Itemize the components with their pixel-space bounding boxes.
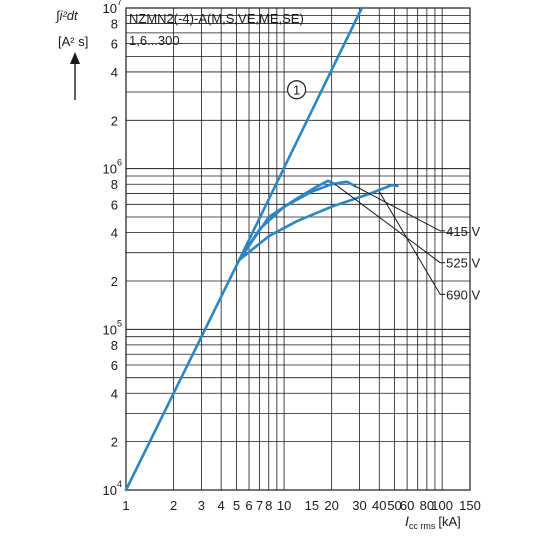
y-tick-exponent: 7 (117, 0, 122, 7)
x-axis-label: Icc rms [kA] (405, 513, 461, 531)
voltage-leader-line (334, 183, 446, 264)
series-curve-1 (124, 6, 364, 492)
voltage-label: 690 V (446, 287, 480, 302)
y-tick-mantissa: 10 (103, 483, 117, 498)
x-tick-label: 8 (265, 498, 272, 513)
y-tick-label: 8 (111, 338, 118, 353)
voltage-leader-line (378, 191, 446, 295)
y-tick-mantissa: 4 (111, 226, 118, 241)
voltage-label: 415 V (446, 224, 480, 239)
y-tick-mantissa: 2 (111, 435, 118, 450)
x-tick-label: 50 (387, 498, 401, 513)
y-tick-mantissa: 8 (111, 17, 118, 32)
y-tick-label: 6 (111, 358, 118, 373)
y-tick-mantissa: 10 (103, 1, 117, 16)
x-tick-label: 15 (305, 498, 319, 513)
y-tick-mantissa: 6 (111, 37, 118, 52)
voltage-leader-line (354, 185, 446, 232)
curve-marker-circle (286, 80, 307, 100)
y-tick-label: 4 (111, 386, 118, 401)
chart-annotations: 1 415 V 525 V 690 V (286, 80, 480, 302)
y-tick-label: 105 (103, 318, 122, 337)
x-axis-label-sub: cc rms (409, 521, 436, 531)
y-tick-exponent: 6 (117, 158, 122, 168)
y-tick-mantissa: 10 (103, 162, 117, 177)
y-tick-mantissa: 8 (111, 338, 118, 353)
voltage-label: 525 V (446, 256, 480, 271)
y-tick-mantissa: 6 (111, 197, 118, 212)
x-axis-label-unit: [kA] (438, 514, 460, 529)
y-tick-label: 6 (111, 197, 118, 212)
y-tick-label: 8 (111, 17, 118, 32)
y-tick-label: 107 (103, 0, 122, 16)
x-tick-label: 3 (198, 498, 205, 513)
x-tick-label: 20 (324, 498, 338, 513)
x-tick-label: 10 (277, 498, 291, 513)
y-tick-mantissa: 4 (111, 386, 118, 401)
y-tick-label: 4 (111, 226, 118, 241)
x-tick-label: 100 (431, 498, 453, 513)
x-tick-label: 7 (256, 498, 263, 513)
y-tick-mantissa: 4 (111, 65, 118, 80)
y-tick-mantissa: 10 (103, 322, 117, 337)
chart-title-line1: NZMN2(-4)-A(M,S,VE,ME,SE) (129, 11, 304, 26)
y-tick-mantissa: 2 (111, 113, 118, 128)
y-tick-label: 8 (111, 177, 118, 192)
x-tick-label: 6 (245, 498, 252, 513)
y-tick-label: 2 (111, 113, 118, 128)
chart-grid (125, 7, 471, 491)
y-tick-mantissa: 2 (111, 274, 118, 289)
y-tick-label: 104 (103, 479, 122, 498)
x-tick-label: 150 (459, 498, 481, 513)
x-tick-label: 5 (233, 498, 240, 513)
series-curve-690-v (237, 183, 399, 262)
y-axis-label: ∫i²dt (55, 8, 79, 23)
x-tick-label: 1 (122, 498, 129, 513)
chart-series (124, 6, 399, 492)
x-tick-label: 30 (352, 498, 366, 513)
y-tick-label: 6 (111, 37, 118, 52)
y-axis-unit: [A² s] (58, 34, 88, 49)
y-tick-label: 106 (103, 158, 122, 177)
x-tick-label: 80 (420, 498, 434, 513)
y-tick-label: 4 (111, 65, 118, 80)
y-tick-label: 2 (111, 435, 118, 450)
y-tick-exponent: 4 (117, 479, 122, 489)
chart-title-line2: 1,6...300 (129, 33, 180, 48)
curve-marker-label: 1 (293, 83, 300, 98)
y-tick-label: 2 (111, 274, 118, 289)
y-axis-arrow (70, 52, 80, 100)
x-tick-label: 40 (372, 498, 386, 513)
y-tick-mantissa: 8 (111, 177, 118, 192)
x-axis-label-main: I (405, 513, 409, 529)
y-tick-mantissa: 6 (111, 358, 118, 373)
x-tick-label: 4 (218, 498, 225, 513)
series-curve-525-v (237, 179, 337, 262)
x-tick-label: 2 (170, 498, 177, 513)
y-tick-exponent: 5 (117, 318, 122, 328)
x-tick-label: 60 (400, 498, 414, 513)
